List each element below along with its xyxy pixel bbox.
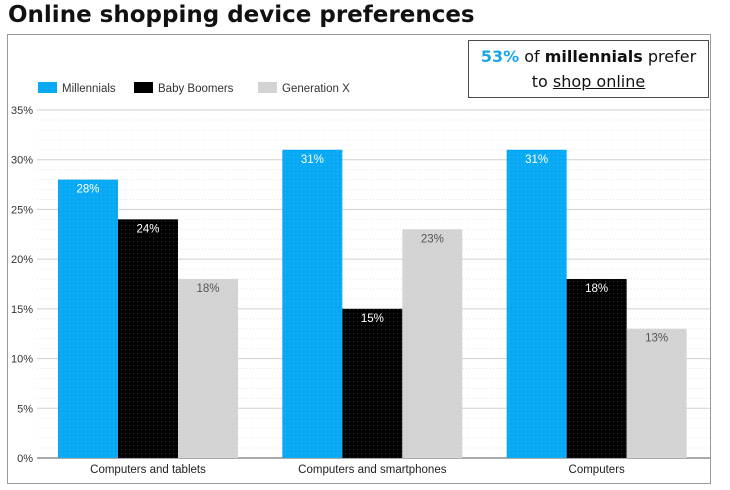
data-label: 13% [645,333,668,345]
x-tick-label: Computers and tablets [90,464,206,476]
y-tick-label: 5% [17,403,33,415]
callout-group: millennials [544,47,643,66]
legend-swatch [258,82,277,93]
callout-text-mid: of [519,47,545,66]
callout-percent: 53% [480,47,520,66]
y-tick-label: 10% [11,354,33,366]
bar-texture [626,328,687,458]
bar-texture [566,279,627,458]
bar-texture [342,308,403,458]
callout-box: 53% of millennials prefer to shop online [468,40,709,98]
data-label: 31% [525,154,548,166]
data-label: 28% [76,184,99,196]
callout-line-2: to shop online [469,69,708,94]
y-tick-label: 30% [11,155,33,167]
bar-texture [282,149,343,458]
bar-texture [58,179,118,458]
legend-label: Millennials [62,83,116,95]
data-label: 18% [585,283,608,295]
legend-label: Baby Boomers [158,83,234,95]
bar-texture [506,149,567,458]
legend-swatch [134,82,153,93]
legend-label: Generation X [282,83,350,95]
page-title: Online shopping device preferences [8,2,475,28]
y-tick-label: 0% [17,453,33,465]
y-tick-label: 35% [11,105,33,117]
callout-action: shop online [552,72,646,91]
x-tick-label: Computers and smartphones [298,464,447,476]
y-tick-label: 15% [11,304,33,316]
callout-text-after: prefer [642,47,697,66]
y-tick-label: 20% [11,254,33,266]
x-tick-label: Computers [569,464,625,476]
callout-line-1: 53% of millennials prefer [469,44,708,69]
data-label: 24% [136,223,159,235]
legend-swatch [38,82,57,93]
data-label: 31% [301,154,324,166]
y-tick-label: 25% [11,204,33,216]
callout-line2-prefix: to [531,72,553,91]
data-label: 15% [361,313,384,325]
data-label: 23% [421,233,444,245]
bar-texture [118,219,178,458]
data-label: 18% [196,283,219,295]
bar-texture [178,279,238,458]
bar-texture [402,229,463,458]
